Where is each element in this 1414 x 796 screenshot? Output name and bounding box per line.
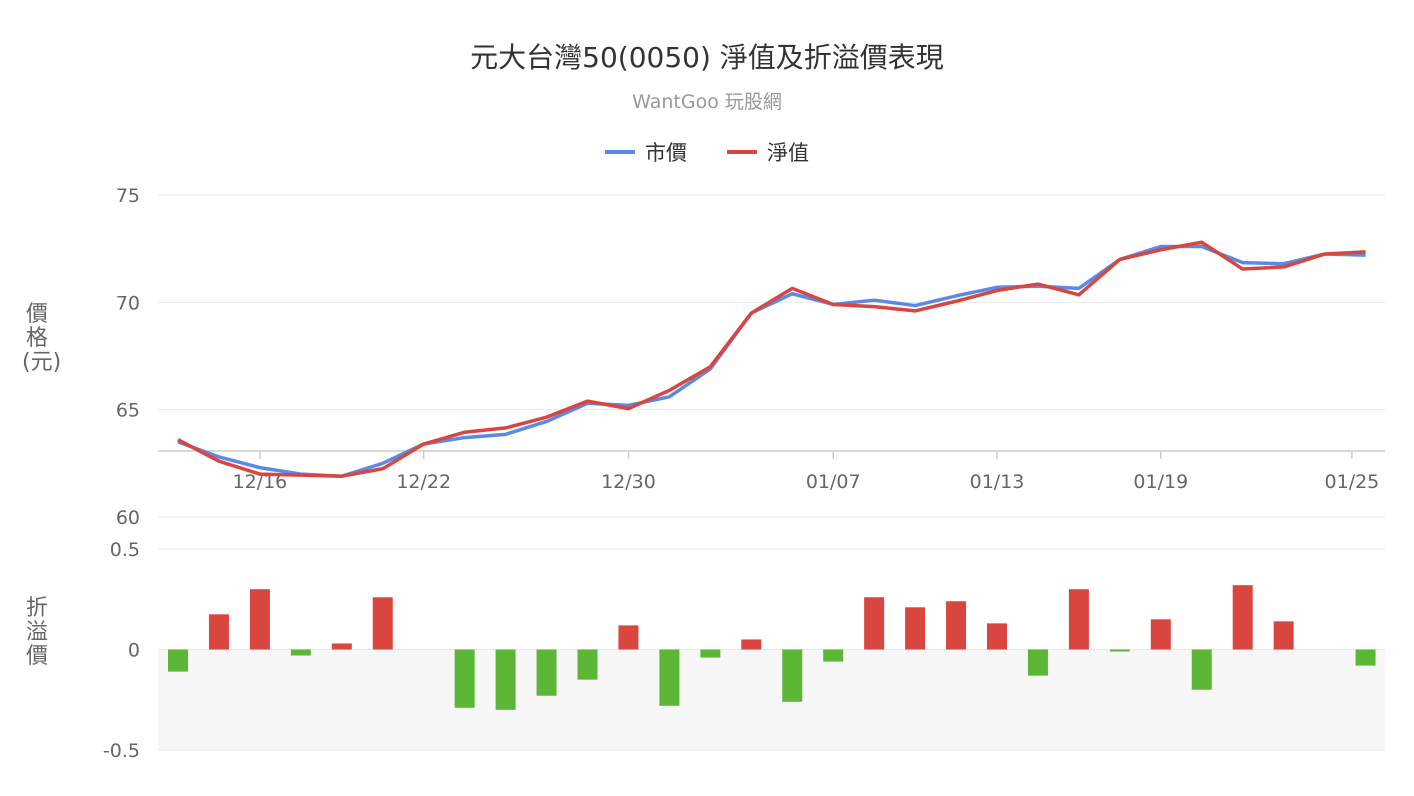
x-tick-label: 12/16 [233,471,288,493]
y-tick-label: 75 [116,185,140,207]
x-tick-label: 01/19 [1133,471,1188,493]
y-tick-label: 65 [116,400,140,422]
x-tick-label: 12/30 [601,471,656,493]
y-tick-label: 0.5 [110,539,140,561]
premium-bar [454,649,475,708]
premium-bar [1109,649,1130,652]
premium-bar [864,597,885,650]
legend: 市價 淨值 [0,137,1414,167]
x-tick-label: 01/13 [970,471,1025,493]
premium-bar [1355,649,1376,666]
premium-bar [290,649,311,656]
premium-bar [700,649,721,658]
premium-bar [1068,589,1089,650]
premium-bar [577,649,598,680]
x-tick-label: 01/25 [1325,471,1380,493]
premium-bar [905,607,926,650]
legend-swatch-nav [727,150,757,154]
premium-bar [1027,649,1048,676]
premium-bar [168,649,188,672]
premium-bar [249,589,270,650]
negative-zone [158,649,1385,750]
premium-bar [1273,621,1294,650]
premium-bar [618,625,639,650]
premium-bar [495,649,516,710]
y-tick-label: 0 [128,640,140,662]
premium-bar [208,614,229,650]
premium-bar [1232,585,1253,650]
premium-bar [331,643,352,650]
premium-axis-title: 折溢價 [25,596,48,669]
legend-item-nav[interactable]: 淨值 [727,137,809,167]
legend-label: 淨值 [767,141,809,165]
premium-bar [372,597,393,650]
x-tick-label: 12/22 [396,471,451,493]
chart-title: 元大台灣50(0050) 淨值及折溢價表現 [470,41,944,74]
y-tick-label: 70 [116,292,140,314]
chart-subtitle: WantGoo 玩股網 [632,91,782,113]
series-line-nav [177,240,1366,478]
premium-bar [823,649,844,662]
premium-bar [946,601,967,650]
legend-label: 市價 [645,141,687,165]
premium-bar [741,639,762,650]
y-tick-label: -0.5 [103,740,140,762]
premium-bar [987,623,1007,650]
legend-item-market-price[interactable]: 市價 [605,137,687,167]
premium-bar [659,649,680,706]
premium-bar [1150,619,1171,650]
series-line-market-price [177,244,1366,478]
premium-bar [536,649,557,696]
y-tick-label: 60 [116,507,140,529]
legend-swatch-market-price [605,150,635,154]
x-tick-label: 01/07 [806,471,861,493]
premium-bar [782,649,803,702]
premium-bar [1191,649,1212,690]
